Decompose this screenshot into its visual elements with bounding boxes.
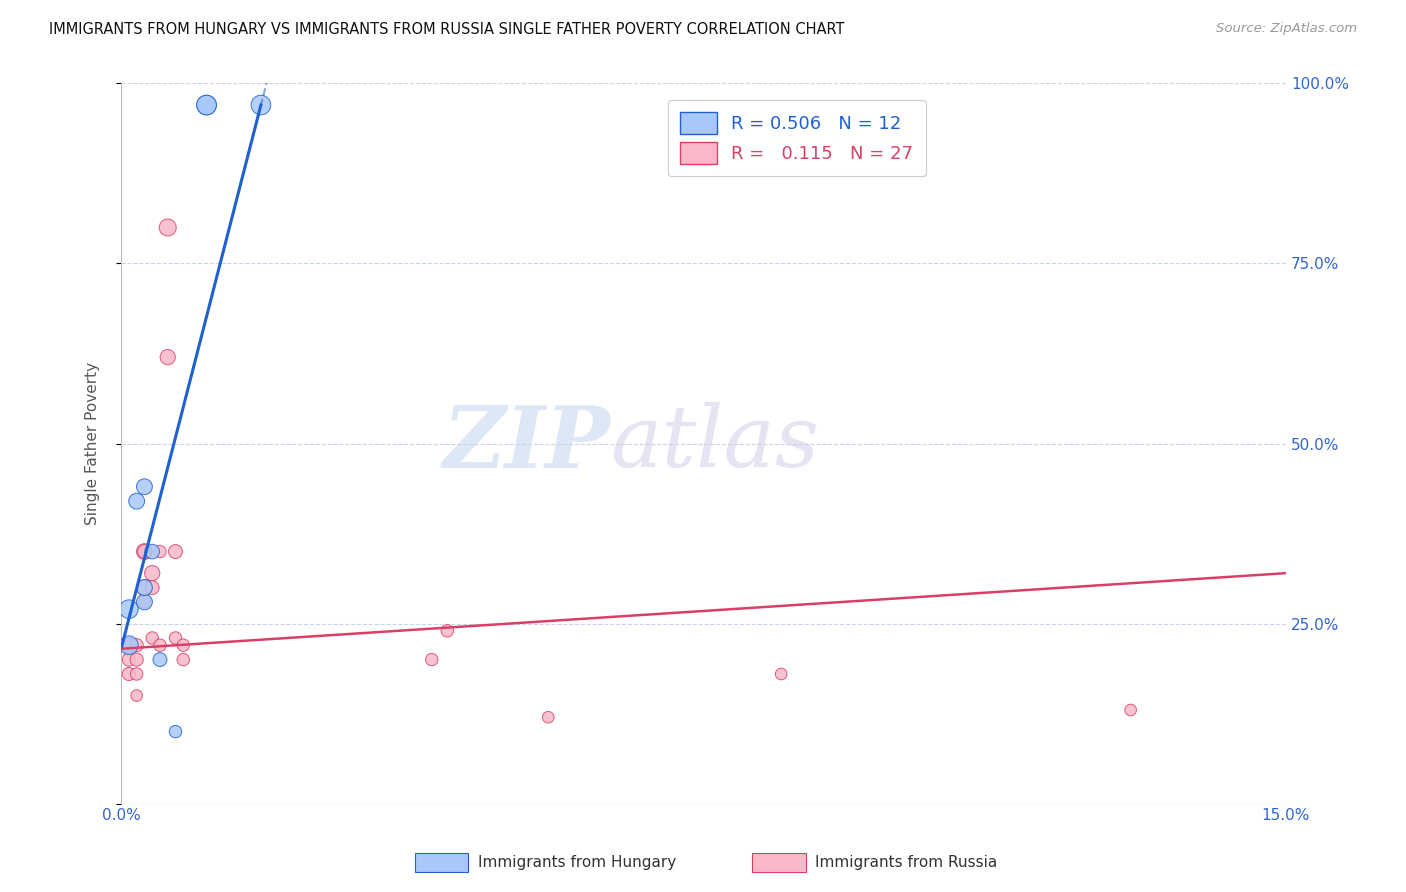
Point — [172, 652, 194, 666]
Point — [149, 544, 172, 558]
Point — [165, 724, 187, 739]
Point — [141, 566, 163, 581]
Point — [118, 638, 141, 652]
Point — [118, 638, 141, 652]
Text: IMMIGRANTS FROM HUNGARY VS IMMIGRANTS FROM RUSSIA SINGLE FATHER POVERTY CORRELAT: IMMIGRANTS FROM HUNGARY VS IMMIGRANTS FR… — [49, 22, 845, 37]
Point — [134, 480, 156, 494]
Point — [537, 710, 560, 724]
Point — [195, 98, 218, 112]
Point — [165, 544, 187, 558]
Point — [125, 494, 148, 508]
Point — [125, 652, 148, 666]
Point — [156, 220, 179, 235]
Text: Immigrants from Russia: Immigrants from Russia — [815, 855, 998, 870]
Point — [141, 631, 163, 645]
Point — [141, 544, 163, 558]
Point — [165, 631, 187, 645]
Point — [420, 652, 443, 666]
Y-axis label: Single Father Poverty: Single Father Poverty — [86, 362, 100, 525]
Point — [149, 638, 172, 652]
Point — [118, 667, 141, 681]
Point — [172, 638, 194, 652]
Point — [134, 581, 156, 595]
Legend: R = 0.506   N = 12, R =   0.115   N = 27: R = 0.506 N = 12, R = 0.115 N = 27 — [668, 100, 925, 177]
Text: ZIP: ZIP — [443, 401, 610, 485]
Point — [118, 652, 141, 666]
Point — [149, 652, 172, 666]
Point — [195, 98, 218, 112]
Point — [141, 581, 163, 595]
Point — [134, 595, 156, 609]
Point — [156, 350, 179, 364]
Point — [436, 624, 458, 638]
Point — [125, 638, 148, 652]
Point — [1119, 703, 1142, 717]
Point — [125, 689, 148, 703]
Point — [770, 667, 793, 681]
Text: Immigrants from Hungary: Immigrants from Hungary — [478, 855, 676, 870]
Point — [118, 602, 141, 616]
Point — [134, 595, 156, 609]
Point — [125, 667, 148, 681]
Text: atlas: atlas — [610, 402, 820, 485]
Point — [134, 581, 156, 595]
Text: Source: ZipAtlas.com: Source: ZipAtlas.com — [1216, 22, 1357, 36]
Point — [250, 98, 273, 112]
Point — [134, 544, 156, 558]
Point — [134, 544, 156, 558]
